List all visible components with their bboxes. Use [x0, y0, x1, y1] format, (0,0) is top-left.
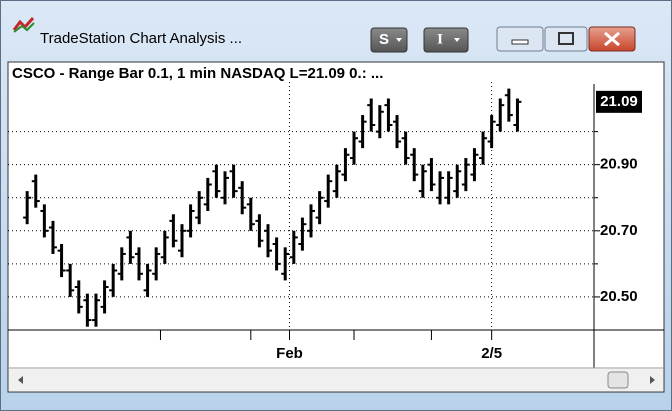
- x-tick-label: 2/5: [481, 345, 502, 362]
- app-icon: [12, 17, 35, 31]
- scroll-left[interactable]: [18, 376, 23, 384]
- y-tick-label: 20.90: [600, 156, 638, 173]
- last-price-label: 21.09: [600, 93, 638, 110]
- s-button-arrow: [396, 38, 402, 42]
- minimize-button[interactable]: [496, 26, 544, 52]
- y-tick-label: 20.50: [600, 288, 638, 305]
- app-icon-line: [13, 22, 35, 33]
- i-button-arrow: [454, 38, 460, 42]
- scrollbar[interactable]: [9, 369, 663, 391]
- plot: 20.50 20.70 20.90 Feb 2/5 21.09: [8, 82, 642, 362]
- scroll-right[interactable]: [650, 376, 655, 384]
- s-button-label: S: [379, 31, 389, 48]
- x-tick-label: Feb: [276, 345, 303, 362]
- last-price-box: [596, 90, 642, 113]
- window-title: TradeStation Chart Analysis ...: [40, 30, 242, 47]
- i-button[interactable]: [423, 27, 469, 53]
- chart-header: CSCO - Range Bar 0.1, 1 min NASDAQ L=21.…: [12, 65, 383, 82]
- minimize-icon: [511, 39, 529, 45]
- y-tick-label: 20.70: [600, 222, 638, 239]
- maximize-button[interactable]: [544, 26, 588, 52]
- s-button[interactable]: [370, 27, 408, 53]
- chart-panel: [7, 61, 665, 393]
- maximize-icon: [558, 32, 574, 45]
- scroll-thumb[interactable]: [607, 371, 629, 389]
- close-icon: [604, 31, 620, 47]
- i-button-label: I: [437, 31, 443, 47]
